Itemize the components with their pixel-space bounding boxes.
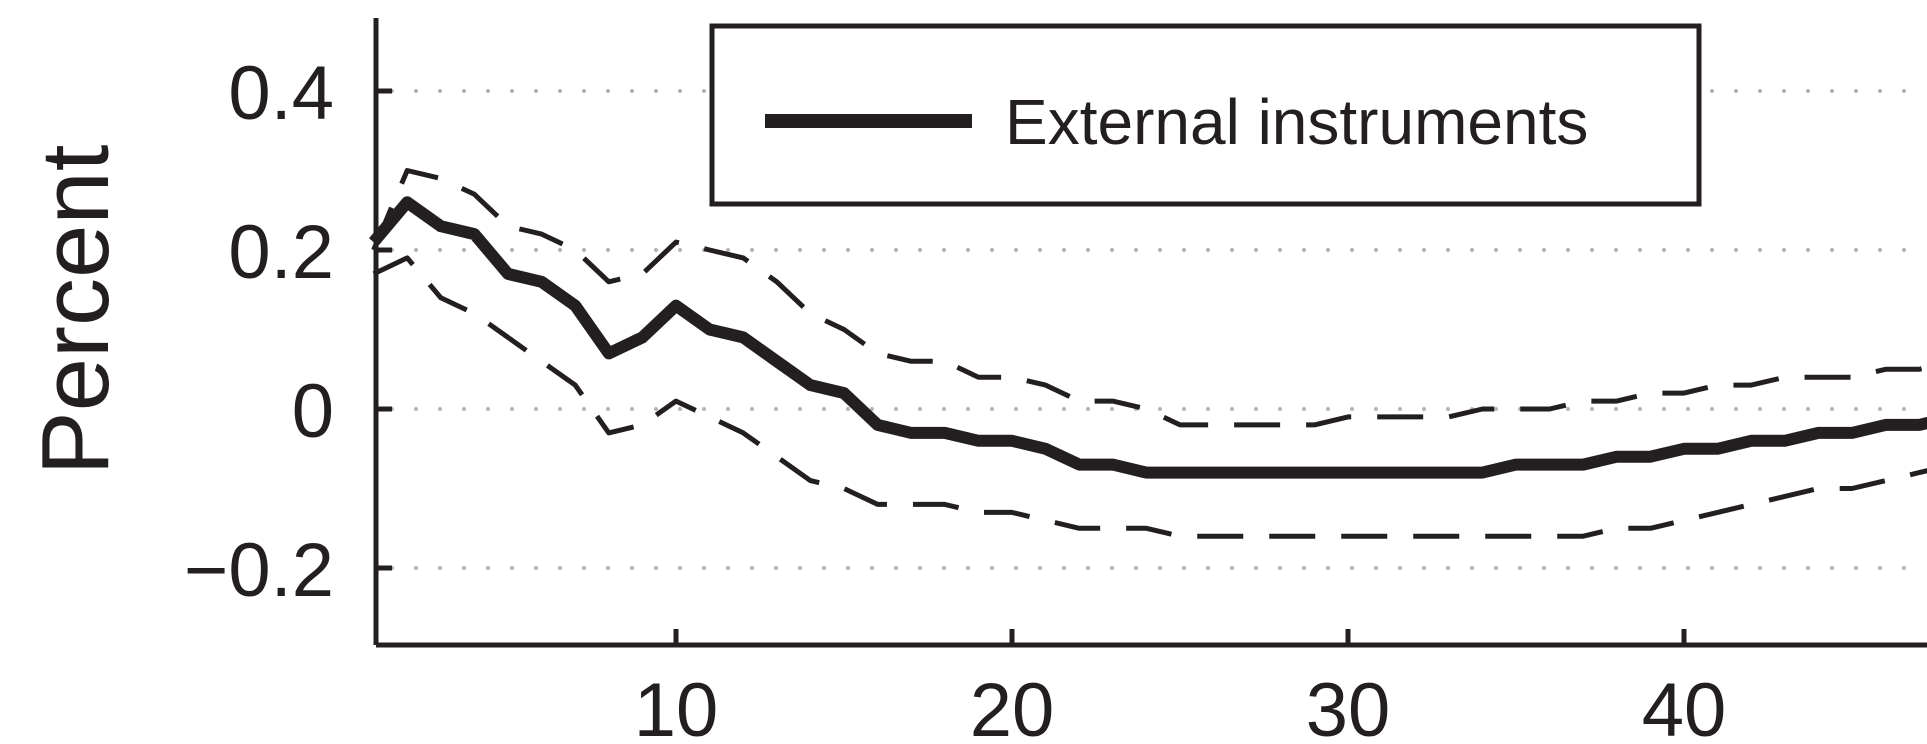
y-tick-label: 0	[292, 369, 334, 454]
x-tick-label: 10	[634, 668, 719, 744]
series-lines	[369, 168, 1927, 539]
axes	[373, 18, 1927, 648]
y-axis-title: Percent	[22, 145, 129, 476]
x-tick-label: 40	[1642, 668, 1727, 744]
legend: External instruments	[709, 23, 1702, 207]
x-tick-label: 20	[970, 668, 1055, 744]
series-line-upper-band	[371, 168, 1927, 428]
series-line-lower-band	[372, 255, 1927, 539]
y-tick-label: −0.2	[184, 528, 334, 613]
legend-label-external-instruments: External instruments	[1005, 86, 1588, 158]
y-tick-label: 0.4	[228, 51, 334, 136]
y-tick-label: 0.2	[228, 210, 334, 295]
series-line-external-instruments	[369, 196, 1927, 479]
ticks: 0.4 0.2 0 −0.2 10 20 30 40	[184, 51, 1726, 744]
x-tick-label: 30	[1306, 668, 1391, 744]
